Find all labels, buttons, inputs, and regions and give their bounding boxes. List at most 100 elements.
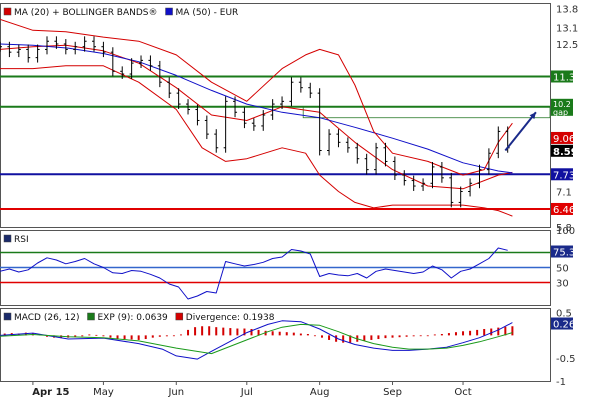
price-bar xyxy=(355,142,360,164)
rsi-legend-label: RSI xyxy=(14,235,29,245)
divergence-bar xyxy=(447,333,450,336)
price-bar xyxy=(92,36,97,52)
level-tag-gap-label: gap xyxy=(553,108,568,117)
divergence-bar xyxy=(194,327,197,336)
divergence-bar xyxy=(271,331,274,336)
price-bar xyxy=(449,172,454,208)
divergence-bar xyxy=(504,326,507,336)
divergence-bar xyxy=(440,334,443,336)
price-ytick: 5.8 xyxy=(556,223,572,234)
price-bar xyxy=(101,41,106,58)
macd-value-tag-label: 0.26 xyxy=(553,320,575,331)
price-bar xyxy=(73,41,78,55)
divergence-bar xyxy=(405,335,408,337)
price-bar xyxy=(176,88,181,109)
month-label: Jun xyxy=(167,387,184,398)
divergence-bar xyxy=(257,329,260,336)
price-bar xyxy=(308,82,313,99)
level-tag-11.31-label: 11.31 xyxy=(553,72,582,83)
divergence-bar xyxy=(130,335,133,340)
divergence-bar xyxy=(342,335,345,343)
divergence-bar xyxy=(377,335,380,340)
month-label: Aug xyxy=(310,387,330,398)
price-bar xyxy=(35,44,40,63)
divergence-bar xyxy=(222,327,225,336)
price-bar xyxy=(439,161,444,183)
divergence-bar xyxy=(250,328,253,336)
price-tag-8.59-box xyxy=(551,144,573,157)
macd-legend-2-swatch xyxy=(175,312,184,321)
divergence-bar xyxy=(511,326,514,336)
price-panel-frame xyxy=(0,3,551,228)
macd-ytick: -1 xyxy=(556,377,566,388)
price-bar xyxy=(0,41,2,52)
price-bar xyxy=(298,77,303,93)
divergence-bar xyxy=(306,334,309,336)
price-bar xyxy=(242,107,247,129)
price-bar xyxy=(82,36,87,52)
price-bar xyxy=(26,44,31,63)
rsi-value-tag-box xyxy=(551,245,573,258)
price-bar xyxy=(289,77,294,107)
divergence-bar xyxy=(179,334,182,336)
price-bar xyxy=(477,164,482,189)
price-legend-0-swatch xyxy=(3,7,12,16)
divergence-bar xyxy=(151,335,154,338)
price-bar xyxy=(486,148,491,175)
price-bar xyxy=(233,96,238,118)
rsi-legend-swatch xyxy=(3,234,12,243)
price-bar xyxy=(139,55,144,69)
price-tag-9.06-label: 9.06 xyxy=(553,134,575,145)
divergence-bar xyxy=(497,327,500,336)
level-tag-11.31-box xyxy=(551,70,573,83)
divergence-bar xyxy=(454,332,457,336)
macd-legend-0-label: MACD (26, 12) xyxy=(14,313,80,323)
price-bar xyxy=(458,186,463,208)
forecast-arrow xyxy=(504,111,537,152)
price-bar xyxy=(251,118,256,131)
price-bar xyxy=(327,129,332,156)
series-bollinger-upper xyxy=(0,18,513,176)
divergence-bar xyxy=(102,335,105,337)
level-tag-7.73-box xyxy=(551,168,573,181)
price-bar xyxy=(430,161,435,189)
divergence-bar xyxy=(229,328,232,336)
divergence-bar xyxy=(243,328,246,336)
divergence-bar xyxy=(313,335,316,337)
price-bar xyxy=(214,129,219,153)
price-legend-1-label: MA (50) - EUR xyxy=(176,8,239,18)
price-ytick: 13.8 xyxy=(556,4,578,15)
divergence-bar xyxy=(144,335,147,340)
divergence-bar xyxy=(363,335,366,341)
divergence-bar xyxy=(328,335,331,340)
price-bar xyxy=(54,36,59,49)
price-bar xyxy=(317,88,322,156)
rsi-value-tag-label: 75.32 xyxy=(553,248,582,259)
divergence-bar xyxy=(116,335,119,339)
price-bar xyxy=(402,170,407,186)
price-bar xyxy=(7,41,12,58)
price-bar xyxy=(223,96,228,153)
price-bar xyxy=(167,77,172,99)
price-bar xyxy=(204,115,209,140)
month-label: May xyxy=(93,387,114,398)
divergence-bar xyxy=(483,328,486,336)
divergence-bar xyxy=(335,335,338,342)
divergence-bar xyxy=(88,334,91,336)
price-bar xyxy=(496,126,501,159)
price-bar xyxy=(421,178,426,191)
price-ytick: 13.1 xyxy=(556,24,578,35)
price-bar xyxy=(270,99,275,120)
divergence-bar xyxy=(391,335,394,338)
level-tag-6.46-box xyxy=(551,202,573,215)
divergence-bar xyxy=(208,326,211,336)
divergence-bar xyxy=(349,335,352,343)
level-tag-10.2-box xyxy=(551,98,573,116)
divergence-bar xyxy=(299,333,302,336)
divergence-bar xyxy=(3,333,6,336)
level-tag-7.73-label: 7.73 xyxy=(553,170,575,181)
price-bar xyxy=(374,142,379,175)
macd-legend-2-label: Divergence: 0.1938 xyxy=(186,313,275,323)
